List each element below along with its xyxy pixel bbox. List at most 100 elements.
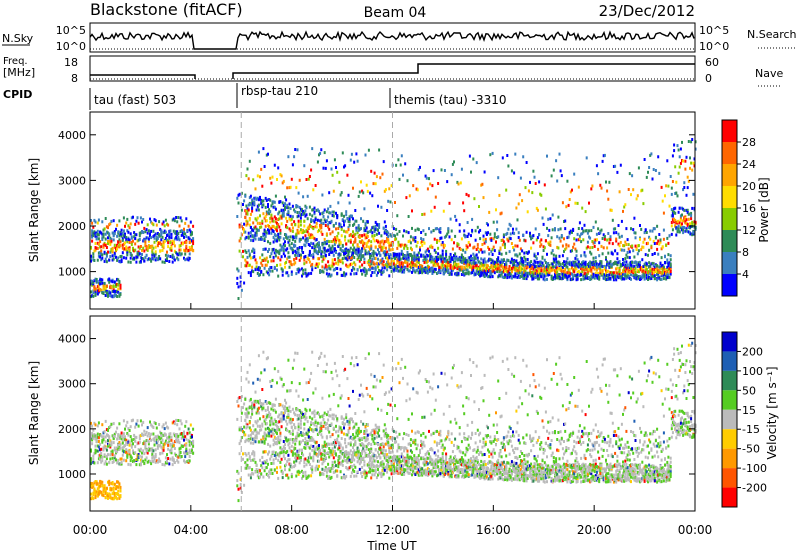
velocity-echo <box>146 439 149 443</box>
power-echo <box>253 251 256 255</box>
power-echo <box>445 261 448 265</box>
power-echo <box>302 213 305 217</box>
power-echo <box>584 254 587 258</box>
power-echo <box>551 268 554 272</box>
power-echo <box>343 272 345 276</box>
power-echo <box>252 247 255 251</box>
power-echo <box>373 226 376 230</box>
power-echo <box>582 277 585 281</box>
power-echo <box>384 263 387 267</box>
power-echo <box>601 269 604 273</box>
power-echo <box>691 138 694 141</box>
power-echo <box>180 233 183 237</box>
velocity-echo <box>145 439 148 442</box>
power-echo <box>433 267 436 271</box>
power-echo <box>375 273 378 277</box>
power-echo <box>681 206 683 210</box>
power-echo <box>251 228 254 232</box>
power-echo <box>644 229 647 232</box>
power-echo <box>358 236 361 239</box>
power-echo <box>158 233 161 237</box>
power-echo <box>565 264 568 268</box>
velocity-echo <box>143 452 146 456</box>
power-echo <box>417 256 420 260</box>
power-echo <box>475 253 478 257</box>
power-echo <box>667 272 670 276</box>
power-echo <box>460 237 463 241</box>
velocity-echo <box>127 440 130 444</box>
power-echo <box>130 216 133 220</box>
velocity-echo <box>136 442 139 446</box>
power-echo <box>299 256 302 260</box>
power-echo <box>673 220 676 224</box>
power-echo <box>285 225 288 229</box>
power-echo <box>543 266 546 270</box>
power-echo <box>179 244 182 248</box>
power-echo <box>357 224 360 228</box>
power-echo <box>109 286 112 289</box>
power-echo <box>276 263 278 267</box>
power-echo <box>394 238 396 242</box>
power-echo <box>330 240 333 243</box>
power-echo <box>576 232 579 236</box>
power-echo <box>522 263 525 267</box>
power-echo <box>476 246 479 250</box>
velocity-echo <box>164 461 167 465</box>
power-echo <box>313 210 316 214</box>
power-echo <box>440 255 443 259</box>
power-echo <box>154 258 157 262</box>
power-echo <box>387 260 390 264</box>
power-echo <box>172 229 175 233</box>
power-echo <box>465 259 468 263</box>
power-echo <box>498 273 501 277</box>
power-echo <box>388 241 391 245</box>
power-echo <box>632 228 635 232</box>
power-echo <box>412 238 415 242</box>
power-echo <box>514 265 517 269</box>
velocity-echo <box>92 460 95 464</box>
power-echo <box>436 241 438 244</box>
power-echo <box>584 272 587 276</box>
velocity-echo <box>105 486 108 490</box>
velocity-echo <box>113 448 116 452</box>
power-echo <box>460 273 463 276</box>
power-echo <box>451 247 454 251</box>
power-echo <box>404 162 407 166</box>
power-echo <box>343 223 345 227</box>
velocity-echo <box>138 454 141 458</box>
power-echo <box>303 164 306 168</box>
power-echo <box>177 232 180 235</box>
power-echo <box>575 238 578 242</box>
power-echo <box>443 235 446 239</box>
power-echo <box>383 220 386 224</box>
power-echo <box>126 240 129 244</box>
power-echo <box>99 245 102 249</box>
power-echo <box>117 287 120 291</box>
power-echo <box>103 227 106 231</box>
power-echo <box>531 265 534 269</box>
power-echo <box>369 255 372 259</box>
power-echo <box>330 250 333 254</box>
power-echo <box>496 270 499 273</box>
power-echo <box>631 270 634 273</box>
power-echo <box>634 270 637 274</box>
power-echo <box>438 268 441 272</box>
power-echo <box>443 259 446 263</box>
power-echo <box>516 254 519 258</box>
power-echo <box>290 270 293 274</box>
power-echo <box>558 277 561 281</box>
velocity-echo <box>159 430 162 434</box>
power-echo <box>599 269 602 273</box>
power-echo <box>406 252 409 256</box>
power-echo <box>403 257 406 260</box>
power-echo <box>101 236 104 240</box>
power-echo <box>338 180 341 184</box>
power-echo <box>609 238 612 242</box>
power-echo <box>662 211 665 215</box>
velocity-echo <box>130 439 133 443</box>
power-echo <box>454 256 457 260</box>
power-echo <box>262 273 265 277</box>
power-echo <box>442 257 445 261</box>
power-echo <box>522 233 525 237</box>
power-echo <box>513 261 516 265</box>
